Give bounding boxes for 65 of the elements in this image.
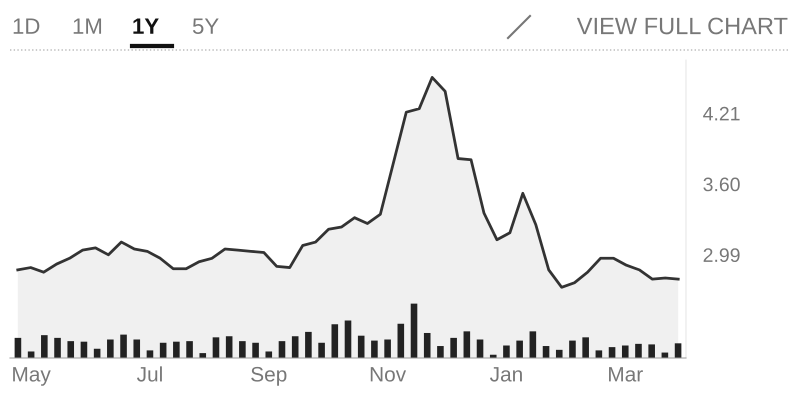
bar — [635, 344, 642, 358]
bar — [410, 304, 418, 358]
x-tick-label: Sep — [251, 366, 286, 386]
bar — [186, 341, 193, 358]
bar — [94, 348, 100, 358]
bar — [160, 342, 166, 358]
bar — [239, 341, 246, 358]
x-tick-label: May — [13, 367, 51, 386]
bar — [476, 340, 484, 358]
bar — [28, 351, 34, 358]
bar — [622, 345, 629, 358]
bar — [107, 340, 114, 358]
text: 1D — [14, 18, 40, 34]
bar — [384, 340, 391, 358]
bar — [596, 350, 602, 358]
bar — [608, 347, 616, 358]
bar — [14, 338, 22, 358]
x-tick-label: Nov — [370, 367, 406, 382]
bar — [424, 332, 431, 358]
bar — [331, 324, 338, 358]
bar — [648, 344, 655, 358]
bar — [54, 338, 61, 358]
bar — [199, 353, 206, 358]
bar — [41, 335, 48, 358]
bar — [569, 340, 576, 358]
bar — [371, 340, 378, 358]
bar — [278, 341, 286, 358]
text: 5Y — [192, 18, 219, 34]
bar — [226, 336, 232, 358]
bar — [305, 332, 312, 358]
y-tick-label: 2.99 — [704, 248, 740, 262]
bar — [146, 350, 154, 358]
bar — [674, 343, 682, 358]
bar — [173, 342, 180, 358]
text: 1M — [74, 18, 102, 34]
x-tick-label: Mar — [609, 367, 643, 382]
bar — [120, 334, 127, 358]
bar — [437, 346, 444, 358]
bar — [464, 331, 470, 358]
bar — [490, 354, 497, 358]
bar — [398, 324, 404, 358]
text: VIEW FULL CHART — [576, 18, 788, 34]
bar — [318, 342, 325, 358]
bar — [503, 345, 510, 358]
bar — [80, 342, 88, 358]
y-tick-label: 4.21 — [703, 106, 740, 120]
bar — [292, 336, 298, 358]
bar — [516, 340, 523, 358]
bar — [556, 350, 563, 358]
bar — [133, 340, 140, 358]
bar — [662, 352, 668, 358]
x-tick-label: Jan — [490, 367, 522, 382]
bar — [265, 351, 272, 358]
y-tick-label: 3.60 — [703, 178, 740, 192]
bar — [212, 337, 220, 358]
bar — [67, 341, 74, 358]
bar — [530, 331, 536, 358]
bar — [344, 320, 352, 358]
bar — [252, 342, 259, 358]
x-tick-label: Jul — [136, 366, 162, 382]
bar — [358, 336, 365, 358]
text: 1Y — [133, 18, 159, 34]
bar — [542, 346, 550, 358]
bar — [450, 338, 457, 358]
bar — [582, 337, 589, 358]
